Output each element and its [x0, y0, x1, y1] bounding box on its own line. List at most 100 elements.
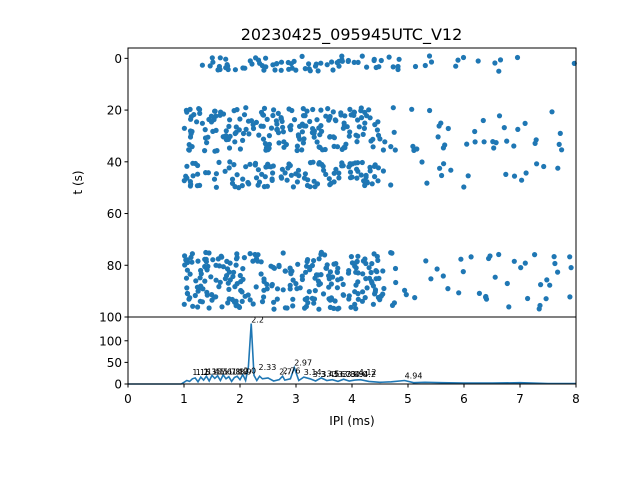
scatter-point [362, 256, 368, 262]
scatter-point [346, 268, 352, 274]
scatter-point [183, 257, 189, 263]
scatter-point [199, 120, 205, 126]
scatter-point [202, 148, 208, 154]
scatter-point [274, 127, 280, 133]
scatter-point [282, 170, 288, 176]
scatter-point [363, 172, 369, 178]
scatter-point [544, 277, 550, 283]
scatter-point [331, 143, 337, 149]
scatter-point [314, 117, 320, 123]
scatter-point [247, 161, 253, 167]
scatter-point [262, 141, 268, 147]
x-tick-label: 8 [572, 392, 580, 406]
scatter-point [410, 143, 416, 149]
scatter-point [271, 299, 277, 305]
scatter-point [258, 271, 264, 277]
scatter-point [278, 67, 284, 73]
scatter-point [208, 274, 214, 280]
scatter-point [323, 113, 329, 119]
scatter-point [309, 262, 315, 269]
scatter-point [186, 147, 192, 153]
scatter-point [223, 65, 229, 71]
scatter-point [199, 62, 205, 68]
scatter-point [355, 296, 361, 302]
scatter-point [307, 267, 313, 273]
scatter-point [386, 54, 392, 60]
scatter-point [194, 284, 200, 290]
scatter-point [189, 144, 195, 150]
y-tick-label: 60 [107, 207, 122, 221]
scatter-point [202, 278, 208, 284]
scatter-point [187, 128, 194, 134]
scatter-point [369, 261, 375, 267]
scatter-point [266, 133, 272, 139]
scatter-point [181, 301, 187, 307]
scatter-point [195, 171, 201, 177]
scatter-point [241, 112, 248, 118]
scatter-point [294, 179, 300, 185]
peak-label: 2.2 [251, 316, 264, 325]
scatter-point [300, 140, 306, 146]
scatter-point [518, 265, 524, 271]
peak-label: 1.35 [204, 367, 222, 376]
scatter-point [194, 183, 200, 189]
scatter-point [233, 303, 239, 309]
scatter-point [213, 294, 219, 300]
scatter-point [236, 185, 242, 191]
scatter-point [206, 116, 212, 123]
peak-label: 4.94 [405, 372, 423, 381]
scatter-point [181, 178, 187, 184]
scatter-point [224, 266, 231, 272]
scatter-point [290, 303, 296, 309]
peak-label: 1.8 [232, 367, 245, 376]
x-tick-label: 1 [180, 392, 188, 406]
scatter-point [300, 106, 306, 112]
scatter-point [233, 262, 239, 268]
scatter-point [422, 62, 428, 69]
scatter-point [227, 133, 233, 139]
scatter-point [184, 163, 190, 169]
scatter-point [412, 295, 418, 301]
scatter-point [243, 105, 249, 111]
scatter-point [299, 129, 305, 135]
scatter-point [239, 298, 245, 304]
scatter-point [238, 287, 244, 294]
peak-label: 4.12 [359, 368, 377, 377]
scatter-point [375, 257, 381, 263]
scatter-point [278, 59, 285, 65]
scatter-point [559, 147, 565, 153]
scatter-point [252, 162, 258, 168]
scatter-point [232, 139, 238, 145]
scatter-point [215, 67, 221, 73]
histogram-x-axis: 0 1 2 3 4 5 6 7 8 [124, 384, 580, 406]
scatter-point [349, 174, 355, 180]
peak-label: 4.0 [355, 370, 368, 379]
scatter-point [522, 260, 528, 266]
scatter-point [297, 136, 303, 142]
scatter-point [511, 173, 518, 179]
scatter-point [358, 172, 364, 178]
scatter-point [261, 279, 267, 285]
scatter-point [391, 129, 397, 135]
scatter-point [311, 300, 317, 306]
scatter-point [481, 139, 487, 145]
scatter-point [205, 263, 211, 269]
peak-label: 1.15 [192, 368, 210, 377]
scatter-point [226, 165, 232, 171]
scatter-point [271, 107, 277, 113]
x-tick-label: 4 [348, 392, 356, 406]
scatter-point [279, 166, 285, 172]
scatter-point [320, 291, 327, 297]
scatter-point [211, 117, 217, 123]
scatter-y-axis: 0 20 40 60 80 100 [99, 52, 128, 325]
scatter-point [250, 258, 256, 264]
scatter-point [198, 267, 204, 274]
scatter-point [329, 59, 335, 65]
scatter-point [293, 67, 299, 73]
scatter-point [392, 265, 399, 272]
scatter-point [294, 143, 300, 149]
scatter-point [261, 105, 268, 111]
scatter-point [278, 174, 284, 180]
scatter-point [187, 106, 193, 112]
scatter-point [389, 250, 395, 256]
